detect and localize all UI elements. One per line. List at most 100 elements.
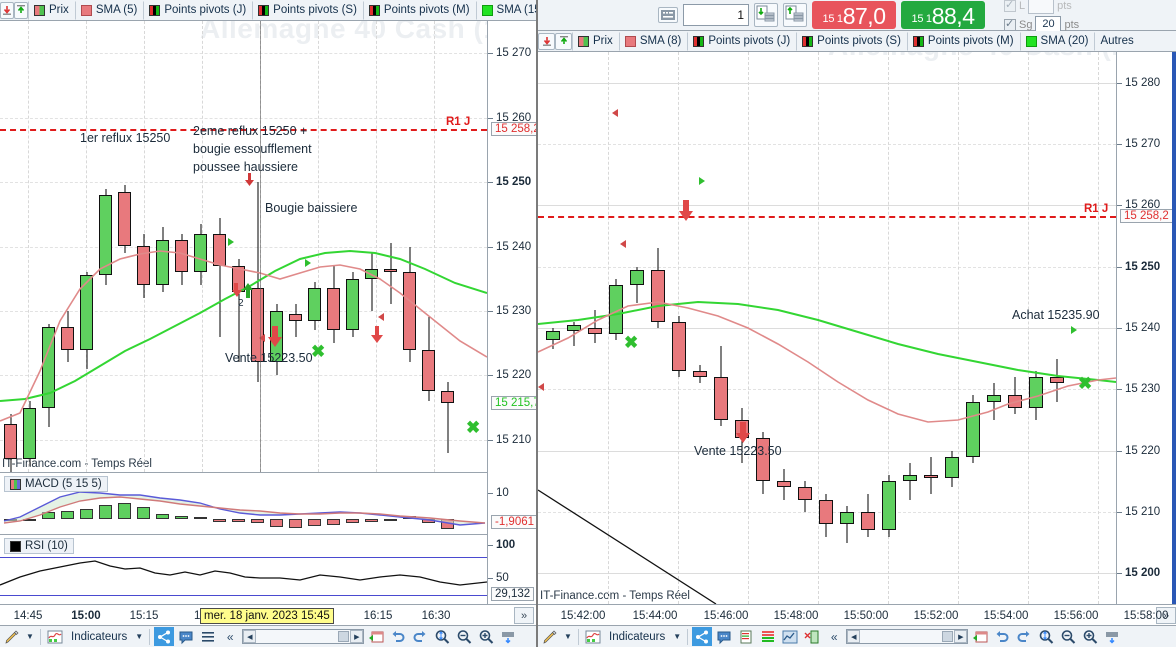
zoom-out-icon[interactable] bbox=[1058, 627, 1078, 646]
left-price-axis[interactable]: 15 270 15 260 15 250 15 240 15 230 15 220 15 2… bbox=[487, 21, 544, 472]
redo-icon[interactable] bbox=[1014, 627, 1034, 646]
chart-window-icon[interactable] bbox=[780, 627, 800, 646]
zoom-fit-icon[interactable] bbox=[432, 627, 452, 646]
macd-histogram-bar bbox=[42, 512, 55, 519]
undo-icon[interactable] bbox=[388, 627, 408, 646]
gridline bbox=[1028, 52, 1029, 604]
zoom-fit-icon[interactable] bbox=[1036, 627, 1056, 646]
x-tick-label: 16:30 bbox=[421, 610, 451, 622]
rsi-tick-100: 100 bbox=[487, 539, 516, 551]
draw-tool-icon[interactable] bbox=[540, 627, 560, 646]
redo-icon[interactable] bbox=[410, 627, 430, 646]
calendar-icon[interactable] bbox=[970, 627, 990, 646]
comment-icon[interactable] bbox=[176, 627, 196, 646]
rsi-panel[interactable]: RSI (10) bbox=[0, 534, 487, 604]
bid-price-button[interactable]: 15 1 87,0 bbox=[812, 1, 896, 29]
limit-checkbox[interactable] bbox=[1004, 0, 1016, 12]
sell-order-icon[interactable] bbox=[783, 3, 807, 27]
gridline bbox=[0, 182, 487, 184]
legend-item-pivots-s[interactable]: Points pivots (S) bbox=[796, 31, 907, 51]
legend-item-pivots-j[interactable]: Points pivots (J) bbox=[143, 0, 252, 20]
signal-down-triangle bbox=[538, 383, 544, 391]
candle-wick bbox=[295, 304, 296, 337]
sell-arrow-icon bbox=[679, 200, 693, 222]
vertical-scrollbar[interactable] bbox=[1172, 52, 1176, 604]
report-icon[interactable] bbox=[736, 627, 756, 646]
legend-item-prix[interactable]: Prix bbox=[572, 31, 619, 51]
draw-tool-icon[interactable] bbox=[2, 627, 22, 646]
ask-price-button[interactable]: 15 1 88,4 bbox=[901, 1, 985, 29]
calendar-icon[interactable] bbox=[366, 627, 386, 646]
indicators-label[interactable]: Indicateurs bbox=[71, 630, 128, 643]
rsi-line bbox=[0, 560, 487, 586]
quantity-input[interactable]: 1 bbox=[683, 4, 749, 26]
legend-item-sma15[interactable]: SMA (15 bbox=[475, 0, 547, 20]
annotation-vente: Vente 15223.50 bbox=[225, 351, 313, 365]
collapse-left-icon[interactable]: « bbox=[830, 629, 838, 644]
comment-icon[interactable] bbox=[714, 627, 734, 646]
legend-item-sma5[interactable]: SMA (5) bbox=[74, 0, 144, 20]
zoom-in-icon[interactable] bbox=[476, 627, 496, 646]
buy-order-icon[interactable] bbox=[754, 3, 778, 27]
scrollbar-thumb[interactable] bbox=[942, 631, 954, 642]
chart-scrollbar[interactable]: ◀ ▶ bbox=[242, 629, 365, 644]
zoom-out-icon[interactable] bbox=[454, 627, 474, 646]
indicators-dropdown[interactable]: ▼ bbox=[673, 632, 682, 641]
stopguard-checkbox[interactable] bbox=[1004, 17, 1016, 31]
macd-histogram-bar bbox=[99, 504, 112, 519]
collapse-up-icon[interactable] bbox=[14, 1, 28, 19]
scrollbar-thumb[interactable] bbox=[338, 631, 350, 642]
collapse-down-icon[interactable] bbox=[0, 1, 14, 19]
legend-item-pivots-m[interactable]: Points pivots (M) bbox=[362, 0, 476, 20]
left-price-chart[interactable]: Allemagne 40 Cash (1€) IT-Finance.com - … bbox=[0, 21, 487, 472]
collapse-left-icon[interactable]: « bbox=[226, 629, 234, 644]
legend-label: Points pivots (J) bbox=[708, 35, 791, 47]
legend-item-sma8[interactable]: SMA (8) bbox=[618, 31, 688, 51]
legend-item-prix[interactable]: Prix bbox=[28, 0, 75, 20]
gridline bbox=[538, 144, 1116, 145]
scroll-right-button[interactable]: ▶ bbox=[350, 630, 364, 643]
right-price-axis[interactable]: 15 280 15 270 15 260 15 250 15 240 15 230 15 2… bbox=[1116, 52, 1173, 604]
right-price-chart[interactable]: Allemagne 40 Cash (1€) IT-Finance.com - … bbox=[538, 52, 1116, 604]
candle-body bbox=[882, 481, 896, 531]
rsi-legend[interactable]: RSI (10) bbox=[4, 538, 74, 554]
indicators-icon[interactable] bbox=[45, 627, 65, 646]
draw-tool-dropdown[interactable]: ▼ bbox=[564, 632, 572, 641]
keyboard-icon[interactable] bbox=[1102, 627, 1122, 646]
keyboard-entry-icon[interactable] bbox=[658, 7, 678, 23]
legend-label: Points pivots (M) bbox=[383, 4, 470, 16]
scroll-left-button[interactable]: ◀ bbox=[243, 630, 257, 643]
share-icon[interactable] bbox=[692, 627, 713, 646]
legend-item-autres[interactable]: Autres bbox=[1094, 31, 1139, 51]
draw-tool-dropdown[interactable]: ▼ bbox=[26, 632, 34, 641]
indicators-label[interactable]: Indicateurs bbox=[609, 630, 666, 643]
collapse-up-icon[interactable] bbox=[555, 32, 572, 50]
candle-body bbox=[308, 288, 321, 321]
chart-scrollbar[interactable]: ◀ ▶ bbox=[846, 629, 969, 644]
legend-item-pivots-j[interactable]: Points pivots (J) bbox=[687, 31, 796, 51]
candle bbox=[327, 265, 340, 344]
sell-arrow-small-icon bbox=[371, 326, 383, 344]
zoom-in-icon[interactable] bbox=[1080, 627, 1100, 646]
legend-item-sma20[interactable]: SMA (20) bbox=[1019, 31, 1095, 51]
list-icon[interactable] bbox=[198, 627, 218, 646]
scroll-right-button[interactable]: ▶ bbox=[954, 630, 968, 643]
limit-points-input[interactable] bbox=[1028, 0, 1055, 14]
undo-icon[interactable] bbox=[992, 627, 1012, 646]
scroll-left-button[interactable]: ◀ bbox=[847, 630, 861, 643]
share-icon[interactable] bbox=[154, 627, 175, 646]
order-ladder-icon[interactable] bbox=[758, 627, 778, 646]
link-icon[interactable] bbox=[802, 627, 822, 646]
collapse-down-icon[interactable] bbox=[538, 32, 555, 50]
macd-panel[interactable]: MACD (5 15 5) bbox=[0, 472, 487, 534]
legend-item-pivots-m[interactable]: Points pivots (M) bbox=[906, 31, 1020, 51]
right-time-axis[interactable]: » 15:42:00 15:44:00 15:46:00 15:48:00 15:50:… bbox=[538, 604, 1176, 625]
indicators-dropdown[interactable]: ▼ bbox=[135, 632, 144, 641]
legend-item-pivots-s[interactable]: Points pivots (S) bbox=[252, 0, 363, 20]
rsi-color-swatch bbox=[10, 540, 21, 552]
indicators-icon[interactable] bbox=[583, 627, 603, 646]
scroll-right-button[interactable]: » bbox=[514, 607, 534, 624]
macd-legend[interactable]: MACD (5 15 5) bbox=[4, 476, 108, 492]
keyboard-icon[interactable] bbox=[498, 627, 518, 646]
